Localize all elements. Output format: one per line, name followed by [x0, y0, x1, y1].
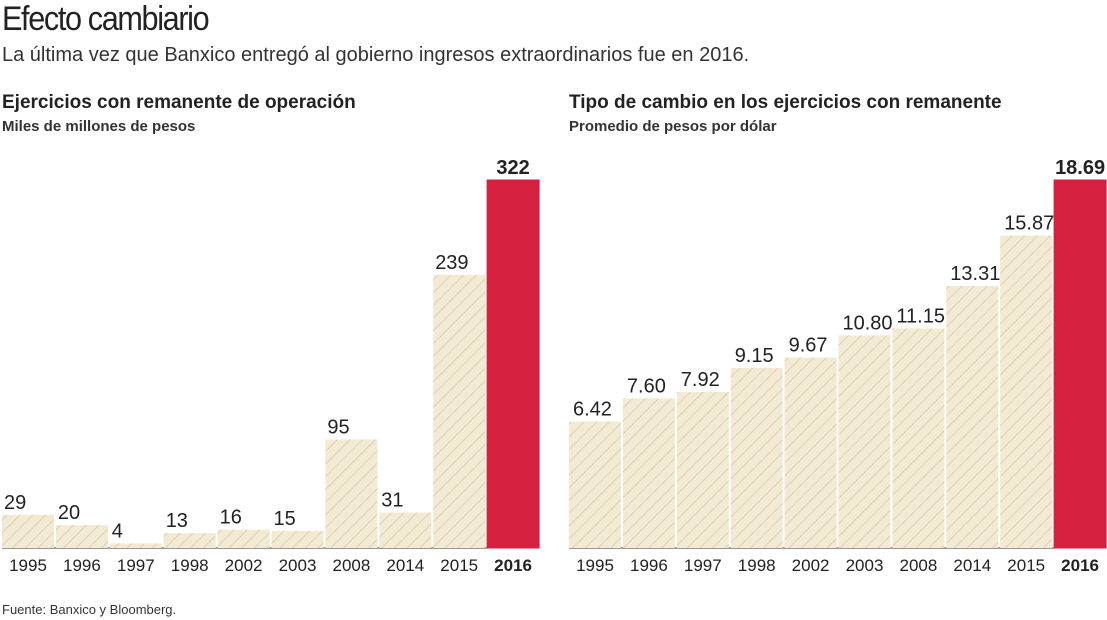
data-label-2002: 16	[220, 507, 242, 529]
data-label-1997: 7.92	[681, 369, 720, 391]
data-label-2003: 10.80	[843, 312, 893, 334]
source-note: Fuente: Banxico y Bloomberg.	[2, 602, 177, 617]
bar-1996	[622, 398, 675, 548]
chart-1-unit: Miles de millones de pesos	[2, 118, 196, 135]
data-label-2016: 18.69	[1055, 157, 1105, 179]
data-label-2016: 322	[496, 157, 529, 179]
bar-2008	[325, 439, 378, 548]
bar-2016	[1054, 180, 1107, 548]
bar-2003	[271, 530, 324, 548]
data-label-2003: 15	[274, 508, 296, 530]
data-label-1998: 9.15	[735, 345, 774, 367]
bar-outline-2016	[486, 179, 540, 549]
x-tick-2003: 2003	[279, 556, 317, 575]
chart-2-title: Tipo de cambio en los ejercicios con rem…	[569, 92, 1002, 113]
bar-2003	[838, 335, 891, 548]
bar-1997	[109, 543, 162, 548]
bar-2002	[217, 529, 270, 548]
data-label-1997: 4	[112, 520, 123, 542]
bar-1998	[730, 367, 783, 548]
bar-1998	[163, 533, 216, 548]
data-label-2014: 13.31	[950, 263, 1000, 285]
x-tick-1997: 1997	[684, 556, 722, 575]
x-tick-2008: 2008	[332, 556, 370, 575]
data-label-2002: 9.67	[789, 335, 828, 357]
x-tick-2008: 2008	[899, 556, 937, 575]
data-label-2008: 11.15	[896, 305, 945, 327]
data-label-2015: 15.87	[1004, 213, 1054, 235]
data-label-1996: 20	[58, 502, 80, 524]
data-label-1995: 6.42	[573, 399, 612, 421]
page-title: Efecto cambiario	[2, 0, 210, 38]
x-tick-1995: 1995	[576, 556, 614, 575]
chart-1-title: Ejercicios con remanente de operación	[2, 92, 356, 113]
x-tick-1997: 1997	[117, 556, 155, 575]
bar-2014	[379, 512, 432, 548]
data-label-2008: 95	[327, 416, 349, 438]
x-tick-2015: 2015	[1007, 556, 1045, 575]
data-label-2015: 239	[435, 252, 468, 274]
remanente-chart: 29 1995 20 1996 4 1997 13 1998 16 2002 15 2003 95 200…	[2, 157, 540, 575]
x-tick-2014: 2014	[386, 556, 424, 575]
bar-1995	[569, 421, 621, 548]
data-label-1995: 29	[4, 492, 26, 514]
x-tick-1995: 1995	[9, 556, 47, 575]
x-tick-1996: 1996	[630, 556, 668, 575]
bar-2014	[946, 285, 999, 548]
x-tick-2003: 2003	[846, 556, 884, 575]
bar-2002	[784, 357, 837, 548]
bar-2016	[487, 180, 540, 548]
x-tick-1998: 1998	[738, 556, 776, 575]
data-label-1998: 13	[166, 510, 188, 532]
tipo-de-cambio-chart: 6.42 1995 7.60 1996 7.92 1997 9.15 1998 9.67 2002…	[569, 157, 1107, 575]
chart-2-unit: Promedio de pesos por dólar	[569, 118, 777, 135]
x-tick-2002: 2002	[225, 556, 263, 575]
bar-1995	[2, 514, 54, 548]
bar-1996	[55, 525, 108, 548]
bar-1997	[676, 392, 729, 548]
x-tick-2002: 2002	[792, 556, 830, 575]
bar-2015	[433, 274, 486, 548]
x-tick-2016: 2016	[494, 556, 532, 575]
x-tick-2015: 2015	[440, 556, 478, 575]
bar-2015	[1000, 235, 1053, 548]
x-tick-1998: 1998	[171, 556, 209, 575]
x-tick-1996: 1996	[63, 556, 101, 575]
x-tick-2014: 2014	[953, 556, 991, 575]
page-subtitle: La última vez que Banxico entregó al gob…	[2, 44, 750, 66]
bar-outline-2016	[1053, 179, 1107, 549]
bar-2008	[892, 328, 945, 548]
data-label-2014: 31	[381, 490, 403, 512]
data-label-1996: 7.60	[627, 375, 666, 397]
x-tick-2016: 2016	[1061, 556, 1099, 575]
